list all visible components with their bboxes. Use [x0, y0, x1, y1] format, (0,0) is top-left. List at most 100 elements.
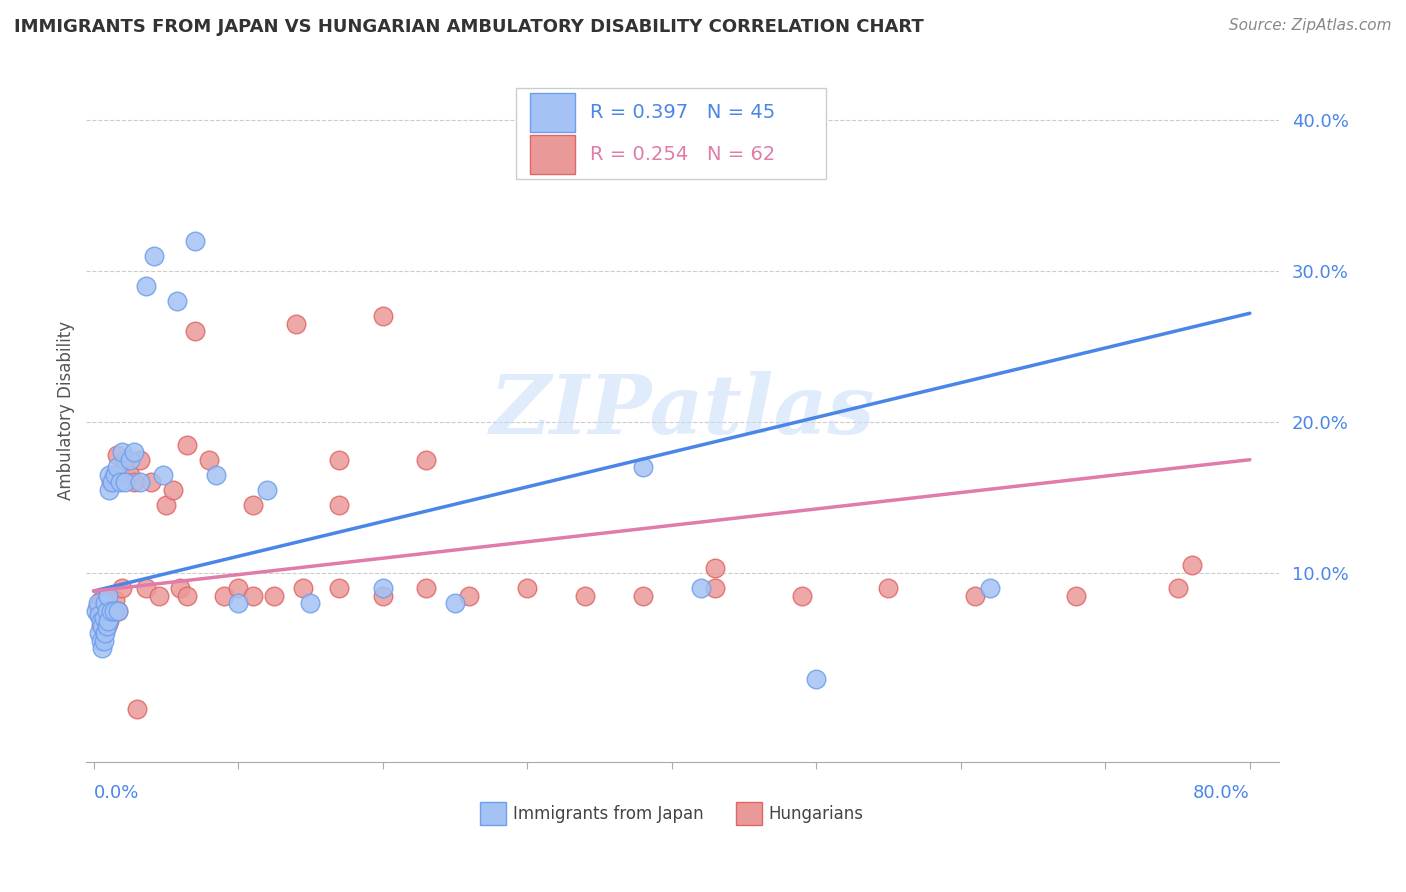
Point — [111, 445, 134, 459]
Text: 80.0%: 80.0% — [1194, 784, 1250, 802]
Point — [114, 452, 136, 467]
Point — [704, 561, 727, 575]
Point — [91, 619, 114, 633]
Point — [806, 672, 828, 686]
Text: 0.0%: 0.0% — [94, 784, 139, 802]
Point — [162, 483, 184, 497]
Point — [152, 467, 174, 482]
Point — [125, 702, 148, 716]
Point — [415, 581, 437, 595]
Point — [104, 467, 127, 482]
Point — [205, 467, 228, 482]
Point — [458, 589, 481, 603]
Point — [166, 294, 188, 309]
Point — [100, 475, 122, 490]
Point — [169, 581, 191, 595]
Point — [96, 604, 118, 618]
Point — [183, 234, 205, 248]
Point — [104, 593, 127, 607]
FancyBboxPatch shape — [479, 803, 506, 825]
Y-axis label: Ambulatory Disability: Ambulatory Disability — [58, 321, 75, 500]
Text: IMMIGRANTS FROM JAPAN VS HUNGARIAN AMBULATORY DISABILITY CORRELATION CHART: IMMIGRANTS FROM JAPAN VS HUNGARIAN AMBUL… — [14, 18, 924, 36]
Point — [94, 626, 117, 640]
Point — [111, 581, 134, 595]
Point — [226, 581, 249, 595]
Point — [122, 475, 145, 490]
Point — [97, 589, 120, 603]
Point — [107, 604, 129, 618]
Point — [105, 448, 128, 462]
Point — [101, 604, 124, 618]
Point — [86, 604, 108, 618]
Point — [1167, 581, 1189, 595]
Point — [242, 498, 264, 512]
Point — [328, 581, 350, 595]
Point — [97, 614, 120, 628]
Point — [87, 596, 110, 610]
Point — [108, 475, 131, 490]
Point — [128, 452, 150, 467]
Text: Hungarians: Hungarians — [768, 805, 863, 822]
Point — [118, 452, 141, 467]
Point — [94, 608, 117, 623]
Point — [98, 614, 121, 628]
Point — [122, 445, 145, 459]
Point — [226, 596, 249, 610]
Point — [371, 589, 394, 603]
Point — [93, 626, 115, 640]
Point — [1181, 558, 1204, 573]
Point — [103, 467, 125, 482]
Text: R = 0.397   N = 45: R = 0.397 N = 45 — [589, 103, 775, 121]
Point — [96, 619, 118, 633]
Point — [415, 452, 437, 467]
Point — [90, 633, 112, 648]
Point — [284, 317, 307, 331]
Point — [689, 581, 711, 595]
Point — [94, 596, 117, 610]
Point — [979, 581, 1001, 595]
Point — [91, 641, 114, 656]
Point — [574, 589, 596, 603]
Point — [198, 452, 221, 467]
Point — [704, 581, 727, 595]
Text: R = 0.254   N = 62: R = 0.254 N = 62 — [589, 145, 775, 164]
Point — [263, 589, 285, 603]
Point — [141, 475, 163, 490]
FancyBboxPatch shape — [530, 135, 575, 174]
Point — [292, 581, 315, 595]
Point — [90, 619, 112, 633]
Point — [183, 324, 205, 338]
Point — [98, 467, 121, 482]
Point — [100, 604, 122, 618]
Point — [328, 498, 350, 512]
Point — [114, 475, 136, 490]
Point — [148, 589, 170, 603]
Point — [176, 589, 198, 603]
Point — [631, 460, 654, 475]
FancyBboxPatch shape — [737, 803, 762, 825]
FancyBboxPatch shape — [530, 93, 575, 131]
Point — [89, 608, 111, 623]
Point — [790, 589, 813, 603]
Point — [965, 589, 987, 603]
Point — [176, 437, 198, 451]
Point — [128, 475, 150, 490]
FancyBboxPatch shape — [516, 87, 825, 179]
Text: Source: ZipAtlas.com: Source: ZipAtlas.com — [1229, 18, 1392, 33]
Point — [103, 604, 125, 618]
Point — [212, 589, 235, 603]
Point — [90, 593, 112, 607]
Point — [516, 581, 538, 595]
Point — [89, 626, 111, 640]
Point — [105, 460, 128, 475]
Point — [93, 633, 115, 648]
Text: Immigrants from Japan: Immigrants from Japan — [513, 805, 704, 822]
Point — [631, 589, 654, 603]
Point — [96, 619, 118, 633]
Point — [97, 599, 120, 614]
Point — [101, 475, 124, 490]
Point — [94, 593, 117, 607]
Point — [444, 596, 467, 610]
Point — [877, 581, 900, 595]
Point — [93, 611, 115, 625]
